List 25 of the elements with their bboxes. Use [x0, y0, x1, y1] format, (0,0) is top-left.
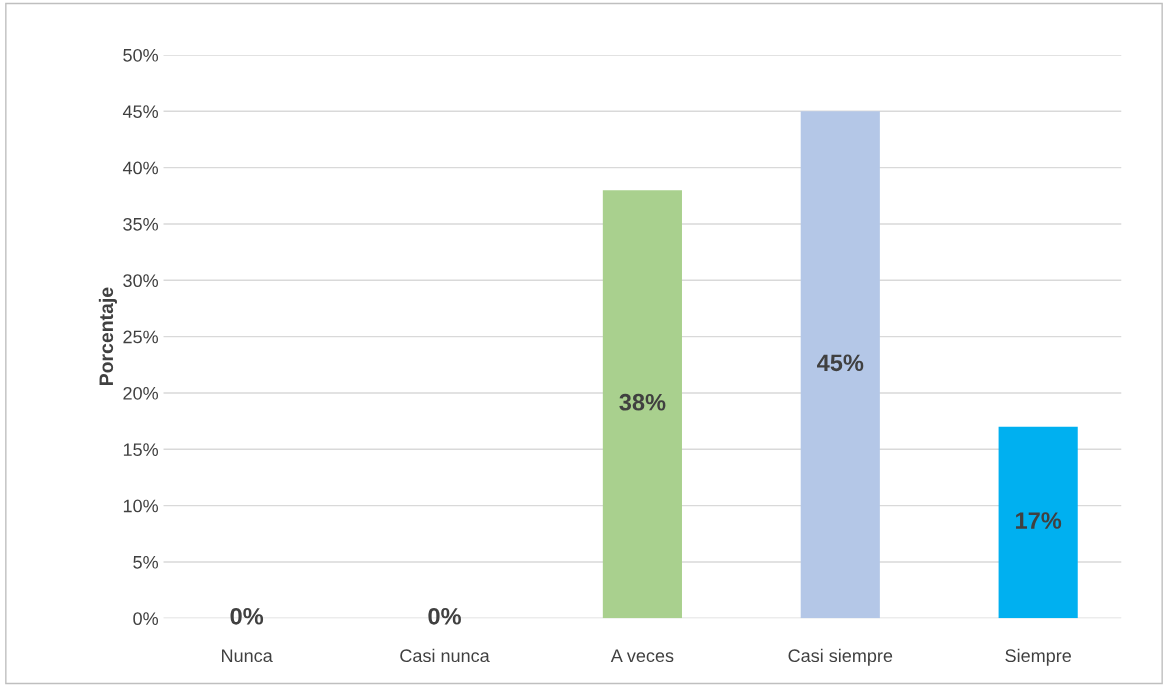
x-tick-label: Casi siempre: [788, 648, 893, 666]
x-tick-label: Nunca: [222, 649, 273, 663]
y-tick-label: 15%: [123, 443, 159, 457]
y-tick-label: 30%: [123, 274, 159, 288]
data-label: 38%: [619, 393, 666, 411]
data-label: 0%: [230, 607, 264, 625]
data-label: 0%: [428, 607, 461, 625]
x-tick-label: Siempre: [1005, 648, 1071, 666]
y-tick-label: 25%: [123, 330, 159, 344]
y-tick-label: 45%: [122, 105, 159, 119]
bar: [800, 111, 880, 619]
y-tick-label: 35%: [123, 217, 159, 231]
y-tick-label: 40%: [122, 161, 159, 175]
x-tick-label: Casi nunca: [400, 648, 490, 663]
y-tick-label: 50%: [123, 48, 159, 62]
data-label: 17%: [1016, 512, 1062, 529]
y-tick-label: 20%: [123, 386, 159, 400]
x-tick-label: A veces: [610, 649, 674, 663]
bar: [998, 426, 1078, 619]
bar: [602, 190, 682, 619]
data-label: 45%: [817, 354, 864, 372]
y-tick-label: 0%: [133, 612, 159, 626]
y-tick-label: 10%: [123, 499, 159, 513]
y-tick-label: 5%: [133, 555, 159, 569]
y-axis-title: Porcentaje: [98, 287, 117, 386]
